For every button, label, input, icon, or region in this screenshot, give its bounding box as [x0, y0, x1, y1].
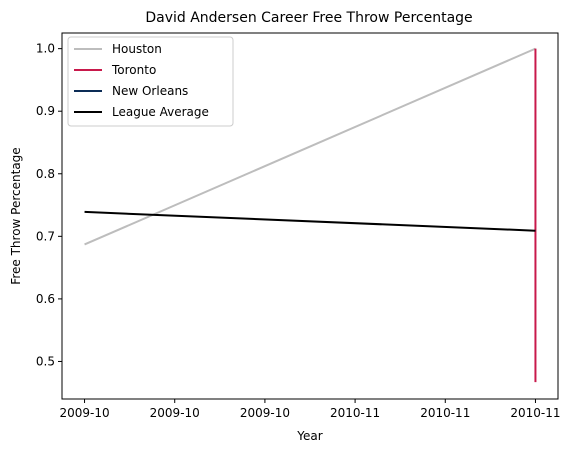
- x-axis-label: Year: [296, 429, 322, 443]
- y-tick-label: 0.7: [36, 229, 55, 243]
- legend-label-league-average: League Average: [112, 105, 209, 119]
- series-line-league-average: [84, 210, 536, 232]
- legend-label-houston: Houston: [112, 42, 162, 56]
- y-axis-ticks: 0.5 0.6 0.7 0.8 0.9 1.0: [36, 42, 62, 368]
- y-tick-label: 0.8: [36, 167, 55, 181]
- x-tick-label: 2010-11: [510, 406, 560, 420]
- legend-label-toronto: Toronto: [111, 63, 156, 77]
- y-tick-label: 0.5: [36, 354, 55, 368]
- y-tick-label: 0.9: [36, 104, 55, 118]
- legend-box: [67, 36, 234, 127]
- x-tick-label: 2009-10: [240, 406, 290, 420]
- x-tick-label: 2009-10: [59, 406, 109, 420]
- legend: Houston Toronto New Orleans League Average: [67, 36, 234, 127]
- series-line-houston: [84, 47, 536, 246]
- y-tick-label: 1.0: [36, 42, 55, 56]
- plot-frame: [61, 32, 559, 400]
- plot-lines: [84, 47, 537, 383]
- y-axis-label: Free Throw Percentage: [9, 147, 23, 284]
- x-tick-label: 2010-11: [330, 406, 380, 420]
- y-tick-label: 0.6: [36, 292, 55, 306]
- x-tick-label: 2010-11: [420, 406, 470, 420]
- x-tick-label: 2009-10: [150, 406, 200, 420]
- x-axis-ticks: 2009-10 2009-10 2009-10 2010-11 2010-11 2010-…: [59, 399, 561, 420]
- legend-label-new-orleans: New Orleans: [112, 84, 188, 98]
- chart-title: David Andersen Career Free Throw Percent…: [145, 10, 472, 26]
